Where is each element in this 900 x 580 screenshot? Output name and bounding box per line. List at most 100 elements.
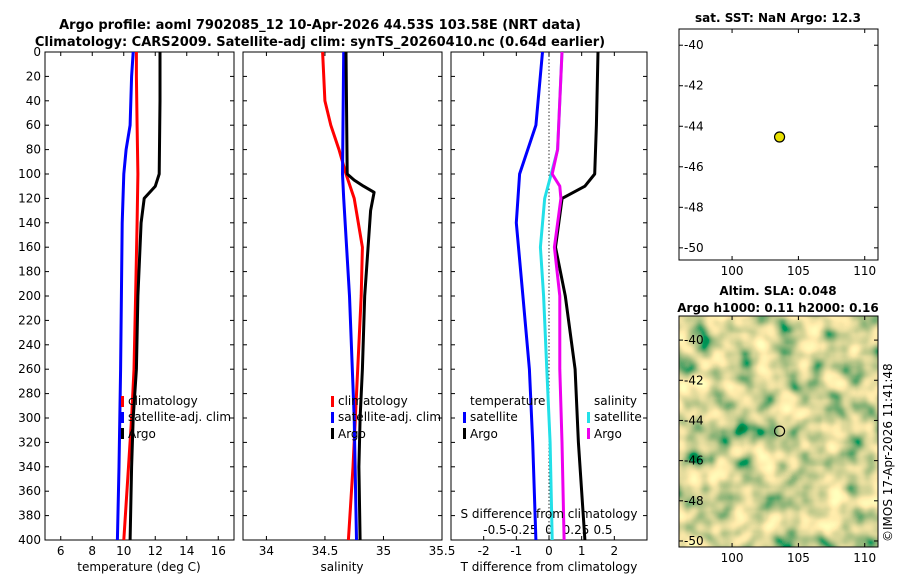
y-tick-label: 160 [18, 240, 41, 254]
y-tick-label: 80 [26, 143, 41, 157]
temperature-x-axis-label: temperature (deg C) [77, 560, 200, 574]
sla-map-panel: Altim. SLA: 0.048 Argo h1000: 0.11 h2000… [677, 284, 878, 565]
y-tick-label: 0 [33, 45, 41, 59]
temperature-plot-frame [44, 51, 235, 541]
legend-label-temp-argo: Argo [470, 427, 498, 441]
y-tick-label: -44 [684, 119, 704, 133]
sst-map-panel: sat. SST: NaN Argo: 12.3 -40 -42 -44 -46 -48… [678, 11, 879, 278]
x-tick-label: 110 [853, 551, 876, 565]
x-tick-label: 10 [116, 544, 131, 558]
legend-label-climatology: climatology [128, 394, 198, 408]
legend-label-argo: Argo [128, 427, 156, 441]
y-tick-label: -42 [684, 79, 704, 93]
difference-top-axis-label: S difference from climatology [461, 507, 638, 521]
y-tick-label: 260 [18, 362, 41, 376]
y-tick-label: 360 [18, 484, 41, 498]
legend-swatch-argo [121, 428, 124, 439]
figure-title-line2: Climatology: CARS2009. Satellite-adj cli… [35, 35, 605, 50]
sst-map-frame [678, 28, 879, 261]
difference-gridlines [451, 51, 647, 541]
x-tick-label: 105 [787, 551, 810, 565]
series-line-argo [344, 51, 376, 541]
legend-label-argo: Argo [338, 427, 366, 441]
series-line-climatology [321, 51, 364, 541]
series-line-temperature-satellite [514, 51, 544, 541]
legend-swatch-satellite [121, 412, 124, 423]
sla-map-title-line2: Argo h1000: 0.11 h2000: 0.16 [677, 301, 878, 315]
y-tick-label: -50 [684, 241, 704, 255]
y-tick-label: 220 [18, 313, 41, 327]
x-tick-label: 14 [179, 544, 194, 558]
legend-swatch-sal-argo [587, 428, 590, 439]
legend-title-salinity: salinity [594, 394, 637, 408]
temperature-legend: climatology satellite-adj. clim Argo [121, 394, 231, 441]
x-tick-label: 110 [853, 264, 876, 278]
y-tick-label: 100 [18, 167, 41, 181]
salinity-x-axis-label: salinity [320, 560, 363, 574]
y-tick-label: 180 [18, 265, 41, 279]
x-tick-label: 105 [787, 264, 810, 278]
x-tick-label: 35 [376, 544, 391, 558]
y-tick-label: 340 [18, 460, 41, 474]
x-tick-label: -1 [510, 544, 522, 558]
y-tick-label: 40 [26, 94, 41, 108]
figure-title-line1: Argo profile: aoml 7902085_12 10-Apr-202… [59, 18, 581, 33]
difference-x-axis-label: T difference from climatology [460, 560, 638, 574]
legend-swatch-climatology [331, 396, 334, 407]
top-x-tick-label: -0.25 [506, 523, 537, 537]
salinity-gridlines [243, 51, 442, 541]
legend-label-sal-satellite: satellite [594, 410, 642, 424]
y-tick-label: 300 [18, 411, 41, 425]
salinity-legend: climatology satellite-adj. clim Argo [331, 394, 441, 441]
difference-series [514, 51, 600, 541]
temperature-y-ticks: 0 20 40 60 80 100 120 140 160 180 200 220 240 260 280 3… [18, 45, 41, 547]
salinity-series [321, 51, 376, 541]
temperature-series [115, 51, 162, 541]
difference-top-x-ticks: -0.5 -0.25 0 0.25 0.5 [483, 523, 612, 537]
x-tick-label: 2 [611, 544, 619, 558]
y-tick-label: 240 [18, 338, 41, 352]
series-line-salinity-argo [550, 51, 566, 541]
sla-map-y-ticks: -40 -42 -44 -46 -48 -50 [679, 333, 878, 548]
y-tick-label: -50 [684, 534, 704, 548]
y-tick-label: 200 [18, 289, 41, 303]
x-tick-label: 35.5 [429, 544, 456, 558]
legend-label-satellite: satellite-adj. clim [338, 410, 441, 424]
y-tick-label: 60 [26, 118, 41, 132]
y-tick-label: -46 [684, 160, 704, 174]
series-line-argo [128, 52, 162, 541]
y-tick-label: 380 [18, 509, 41, 523]
profile-location-marker [773, 425, 786, 437]
x-tick-label: 1 [578, 544, 586, 558]
imos-timestamp: ©IMOS 17-Apr-2026 11:41:48 [881, 363, 895, 542]
difference-plot-frame [450, 51, 648, 541]
x-tick-label: 8 [88, 544, 96, 558]
legend-label-sal-argo: Argo [594, 427, 622, 441]
sst-map-y-ticks: -40 -42 -44 -46 -48 -50 [679, 38, 878, 255]
sst-map-x-ticks: 100 105 110 [721, 29, 876, 278]
difference-legend: temperature satellite Argo salinity sate… [463, 394, 642, 441]
sla-heatmap [679, 316, 878, 547]
top-x-tick-label: 0 [545, 523, 553, 537]
series-line-climatology [122, 52, 140, 541]
sla-map-title-line1: Altim. SLA: 0.048 [719, 284, 836, 298]
legend-label-satellite: satellite-adj. clim [128, 410, 231, 424]
legend-label-temp-satellite: satellite [470, 410, 518, 424]
temperature-x-ticks: 6 8 10 12 14 16 [57, 52, 226, 558]
difference-panel: -2 -1 0 1 2 -0.5 -0.25 0 0.25 0.5 T difference f… [450, 51, 648, 574]
series-line-satellite-adj-clim [115, 51, 135, 541]
y-tick-label: -40 [684, 333, 704, 347]
sla-map-x-ticks: 100 105 110 [721, 316, 876, 565]
legend-swatch-temp-argo [463, 428, 466, 439]
x-tick-label: 100 [721, 264, 744, 278]
x-tick-label: 6 [57, 544, 65, 558]
y-tick-label: -48 [684, 200, 704, 214]
legend-swatch-sal-satellite [587, 412, 590, 423]
x-tick-label: 0 [545, 544, 553, 558]
top-x-tick-label: -0.5 [483, 523, 506, 537]
x-tick-label: -2 [478, 544, 490, 558]
sst-map-profile-markers [773, 131, 786, 143]
legend-label-climatology: climatology [338, 394, 408, 408]
x-tick-label: 16 [211, 544, 226, 558]
